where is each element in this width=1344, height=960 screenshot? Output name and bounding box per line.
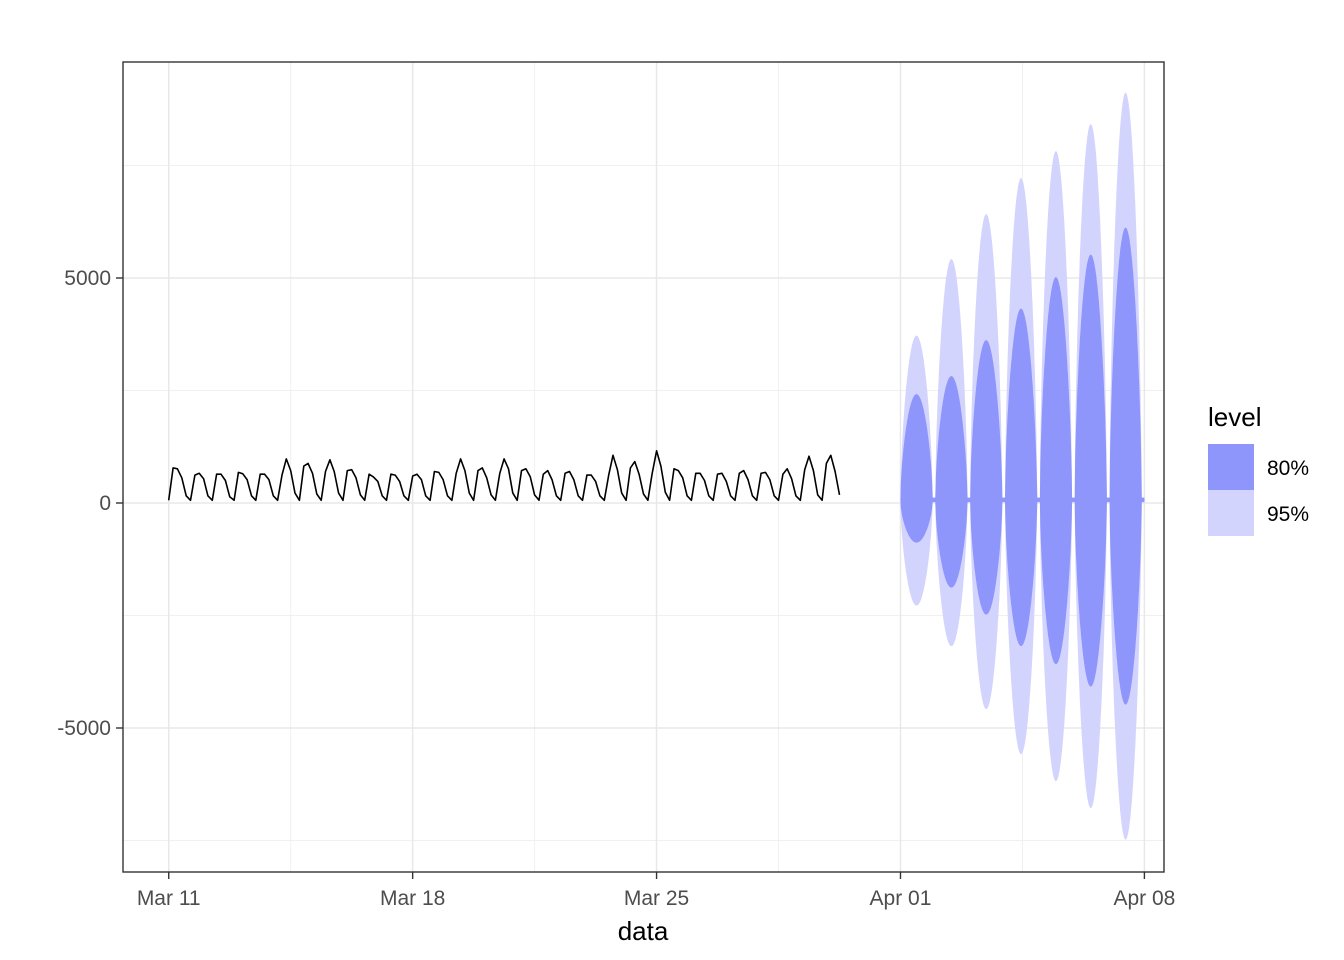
legend-label-80: 80% xyxy=(1267,457,1309,480)
y-axis: -5000 0 5000 xyxy=(57,267,123,740)
x-tick-label: Apr 01 xyxy=(870,887,932,910)
forecast-bands xyxy=(900,92,1145,840)
x-tick-label: Mar 18 xyxy=(380,887,445,910)
legend-title: level xyxy=(1208,402,1261,432)
series-lines xyxy=(167,449,841,502)
y-tick-label: 5000 xyxy=(64,267,111,290)
legend-swatch-95 xyxy=(1208,490,1254,536)
x-tick-label: Apr 08 xyxy=(1113,887,1175,910)
major-grid xyxy=(123,62,1164,872)
x-axis: Mar 11 Mar 18 Mar 25 Apr 01 Apr 08 xyxy=(137,872,1175,910)
y-tick-label: -5000 xyxy=(57,717,111,740)
x-tick-label: Mar 25 xyxy=(624,887,689,910)
series-line xyxy=(167,449,841,502)
legend: level 80% 95% xyxy=(1208,402,1309,536)
legend-swatch-80 xyxy=(1208,444,1254,490)
plot-border xyxy=(122,61,1165,873)
y-tick-label: 0 xyxy=(99,492,111,515)
band-80 xyxy=(900,227,1145,705)
legend-label-95: 95% xyxy=(1267,503,1309,526)
x-axis-title: data xyxy=(618,916,669,946)
x-tick-label: Mar 11 xyxy=(137,887,201,910)
